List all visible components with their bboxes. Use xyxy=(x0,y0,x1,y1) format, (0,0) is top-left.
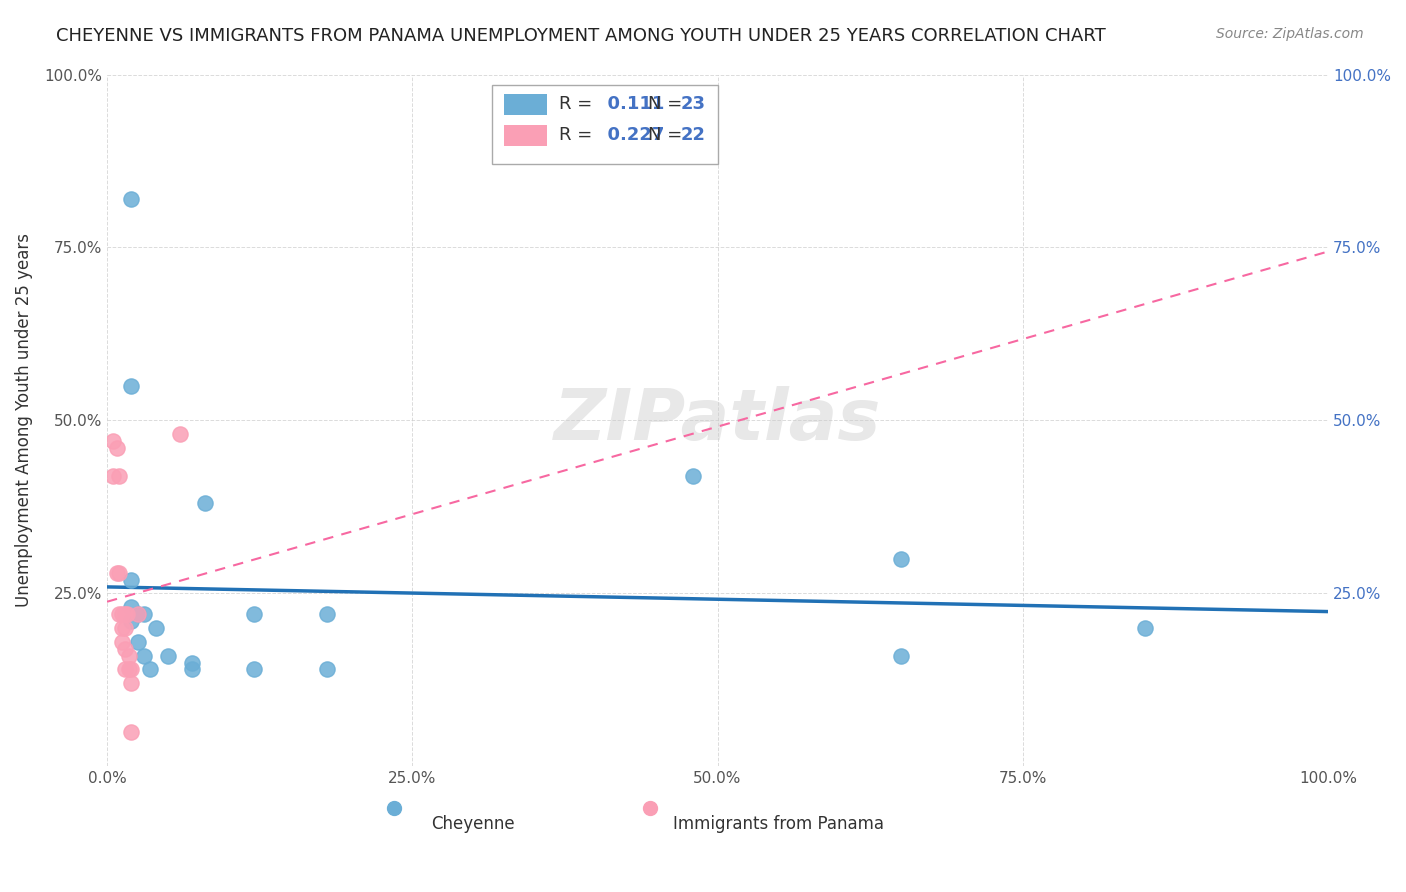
Point xyxy=(242,607,264,621)
Point xyxy=(101,434,124,449)
Point xyxy=(120,676,142,690)
Text: 0.111: 0.111 xyxy=(595,95,665,113)
Point xyxy=(105,441,128,455)
Point xyxy=(315,607,337,621)
Point xyxy=(132,648,155,663)
Point xyxy=(157,648,180,663)
Point xyxy=(169,427,191,442)
FancyBboxPatch shape xyxy=(503,125,547,145)
Text: ZIPatlas: ZIPatlas xyxy=(554,386,882,455)
Y-axis label: Unemployment Among Youth under 25 years: Unemployment Among Youth under 25 years xyxy=(15,234,32,607)
Point xyxy=(640,801,662,815)
Point xyxy=(111,621,134,635)
Point xyxy=(120,724,142,739)
Point xyxy=(111,635,134,649)
Point xyxy=(890,648,912,663)
Text: Cheyenne: Cheyenne xyxy=(432,814,515,833)
Point xyxy=(120,192,142,206)
Point xyxy=(145,621,167,635)
Text: N =: N = xyxy=(648,95,682,113)
Text: Immigrants from Panama: Immigrants from Panama xyxy=(673,814,884,833)
Text: R =: R = xyxy=(558,95,592,113)
Point xyxy=(682,468,704,483)
Text: R =: R = xyxy=(558,127,592,145)
Point xyxy=(108,468,131,483)
Point xyxy=(127,607,149,621)
Text: 22: 22 xyxy=(681,127,706,145)
Point xyxy=(120,663,142,677)
Point xyxy=(120,614,142,628)
Point xyxy=(114,663,136,677)
Point xyxy=(120,573,142,587)
Point xyxy=(114,607,136,621)
Point xyxy=(118,648,141,663)
Point xyxy=(890,551,912,566)
Point xyxy=(101,468,124,483)
FancyBboxPatch shape xyxy=(492,85,717,164)
Point xyxy=(181,656,204,670)
Point xyxy=(315,663,337,677)
Point xyxy=(382,801,405,815)
Point xyxy=(127,635,149,649)
Point xyxy=(242,663,264,677)
FancyBboxPatch shape xyxy=(503,94,547,115)
Text: 23: 23 xyxy=(681,95,706,113)
Text: Source: ZipAtlas.com: Source: ZipAtlas.com xyxy=(1216,27,1364,41)
Point xyxy=(120,379,142,393)
Point xyxy=(105,566,128,580)
Text: CHEYENNE VS IMMIGRANTS FROM PANAMA UNEMPLOYMENT AMONG YOUTH UNDER 25 YEARS CORRE: CHEYENNE VS IMMIGRANTS FROM PANAMA UNEMP… xyxy=(56,27,1107,45)
Point xyxy=(120,600,142,615)
Point xyxy=(181,663,204,677)
Point xyxy=(1133,621,1156,635)
Point xyxy=(114,621,136,635)
Point xyxy=(114,641,136,656)
Point xyxy=(111,607,134,621)
Point xyxy=(118,663,141,677)
Point xyxy=(108,566,131,580)
Point xyxy=(194,496,217,510)
Text: 0.227: 0.227 xyxy=(595,127,665,145)
Point xyxy=(115,607,138,621)
Point xyxy=(127,607,149,621)
Point xyxy=(132,607,155,621)
Text: N =: N = xyxy=(648,127,682,145)
Point xyxy=(138,663,160,677)
Point xyxy=(108,607,131,621)
